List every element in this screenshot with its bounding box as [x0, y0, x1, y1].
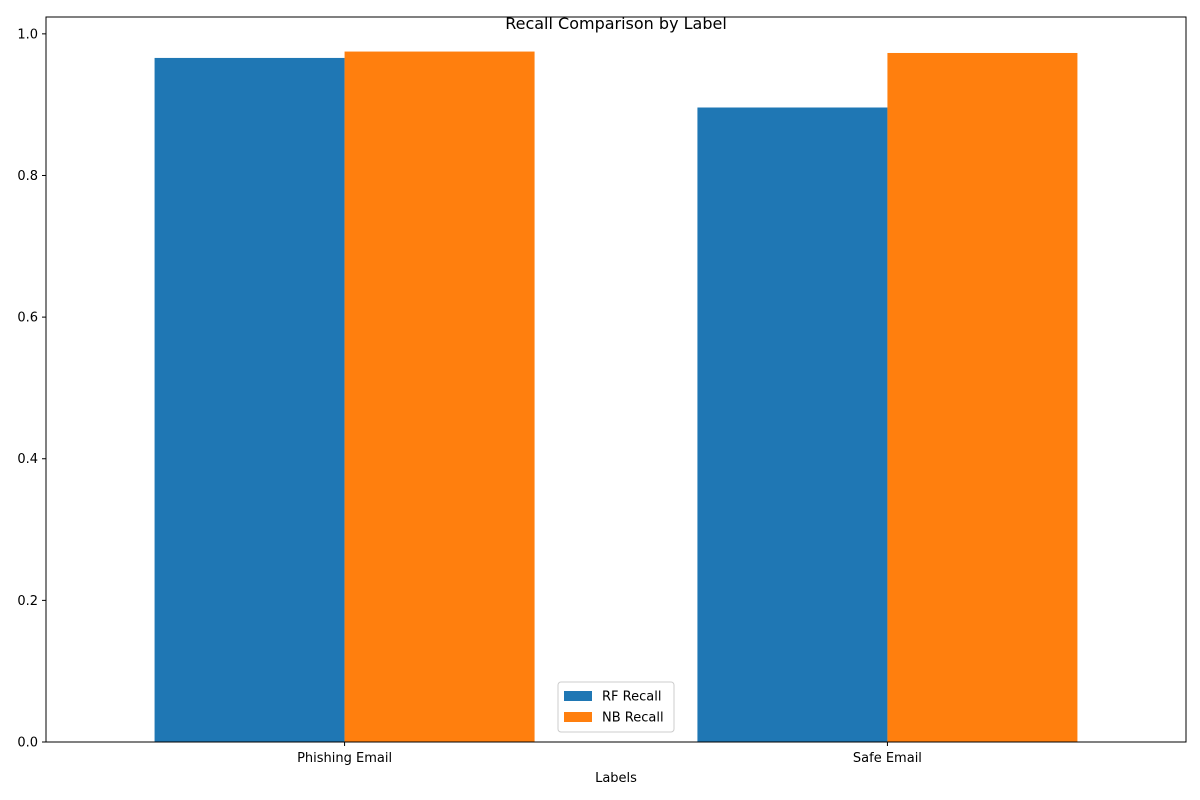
- chart-title: Recall Comparison by Label: [505, 14, 727, 33]
- legend-swatch: [564, 712, 592, 722]
- bar-rf-recall-phishing-email: [154, 57, 345, 742]
- bar-nb-recall-phishing-email: [344, 51, 535, 742]
- y-tick-label: 0.4: [17, 452, 38, 467]
- x-tick-label: Phishing Email: [297, 751, 392, 766]
- bar-nb-recall-safe-email: [887, 52, 1078, 743]
- y-tick-label: 1.0: [17, 27, 38, 42]
- y-tick-label: 0.0: [17, 736, 38, 751]
- x-tick-label: Safe Email: [853, 751, 922, 766]
- legend: RF Recall NB Recall: [557, 681, 675, 733]
- y-tick-label: 0.8: [17, 169, 38, 184]
- x-axis-label: Labels: [595, 771, 637, 786]
- bars-layer: [154, 51, 1078, 743]
- legend-label: RF Recall: [602, 690, 661, 705]
- y-axis: 0.0 0.2 0.4 0.6 0.8 1.0: [17, 27, 46, 751]
- y-tick-label: 0.6: [17, 311, 38, 326]
- plot-frame: [45, 16, 1187, 743]
- y-tick-label: 0.2: [17, 594, 38, 609]
- bar-rf-recall-safe-email: [697, 107, 888, 742]
- x-axis: Phishing Email Safe Email: [297, 742, 922, 766]
- legend-label: NB Recall: [602, 711, 664, 726]
- legend-swatch: [564, 691, 592, 701]
